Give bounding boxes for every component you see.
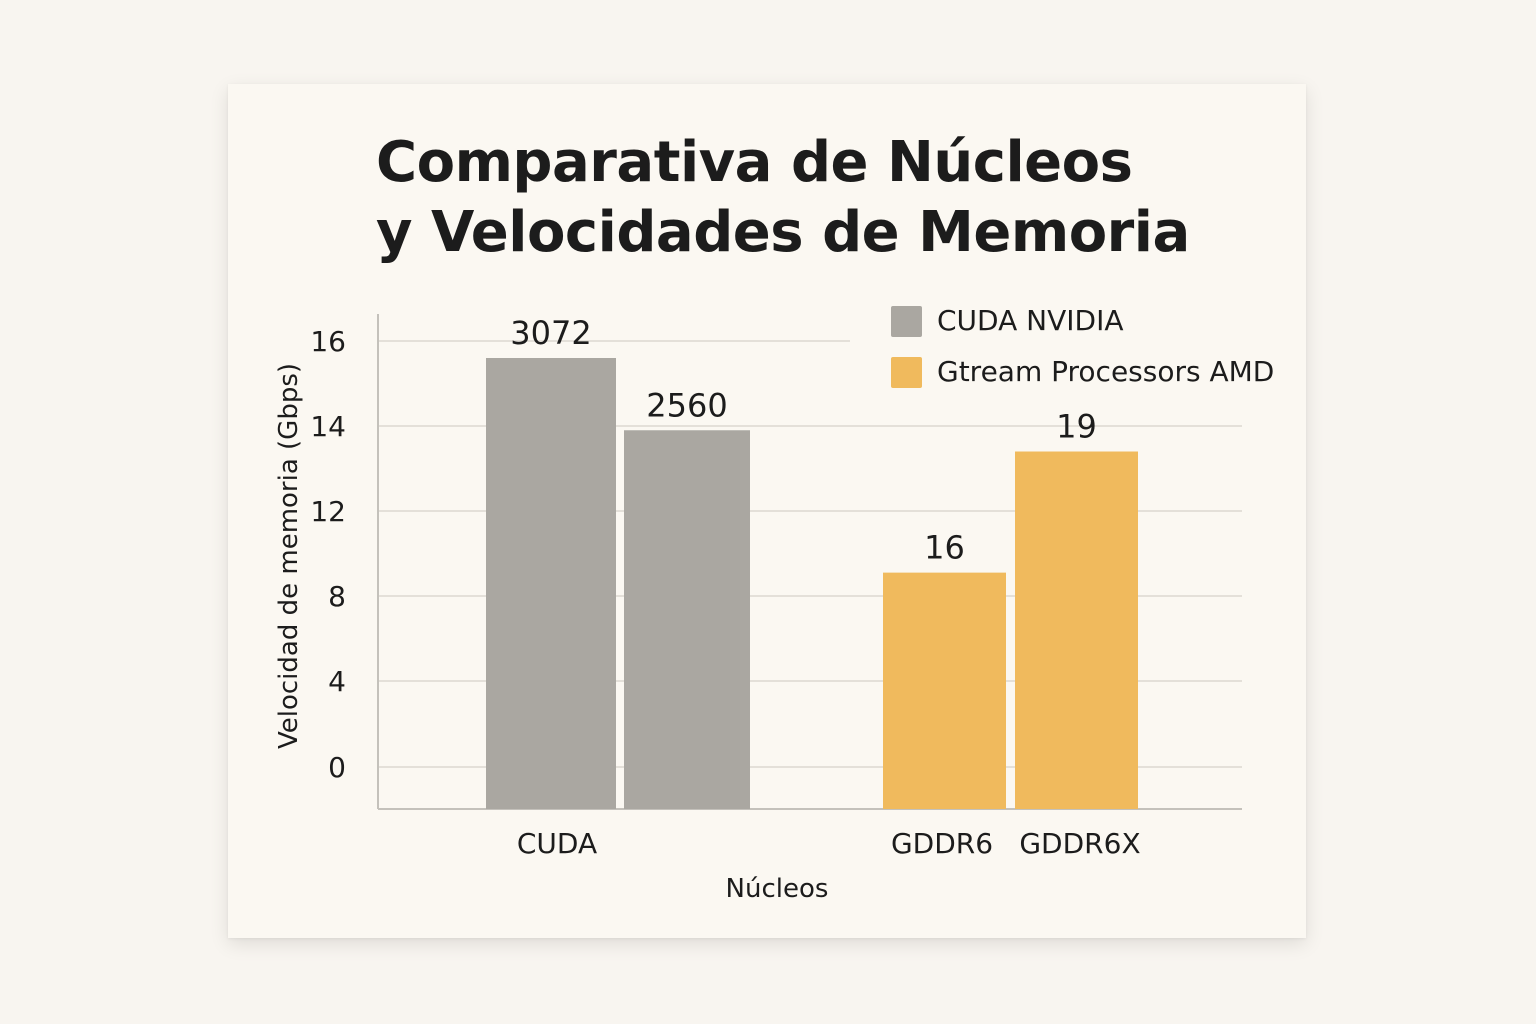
y-tick-label: 4 bbox=[328, 665, 346, 698]
category-label-gddr6x: GDDR6X bbox=[1019, 827, 1140, 860]
chart-title-line-1: Comparativa de Núcleos bbox=[376, 130, 1133, 195]
chart-card: Comparativa de Núcleos y Velocidades de … bbox=[228, 84, 1306, 938]
y-tick-label: 8 bbox=[328, 580, 346, 613]
legend-label-nvidia: CUDA NVIDIA bbox=[937, 304, 1124, 337]
data-labels: 3072 2560 16 19 bbox=[510, 314, 1097, 567]
category-label-cuda: CUDA bbox=[517, 827, 597, 860]
y-tick-label: 0 bbox=[328, 751, 346, 784]
bar-chart: 0 4 8 12 14 16 3072 2560 16 19 CUDA GDDR6 GDDR6X N… bbox=[274, 314, 1242, 904]
chart-title-line-2: y Velocidades de Memoria bbox=[376, 200, 1190, 265]
legend-swatch-amd bbox=[891, 357, 922, 388]
x-axis-title: Núcleos bbox=[726, 874, 829, 904]
data-label-2: 2560 bbox=[646, 386, 727, 424]
data-label-4: 19 bbox=[1056, 408, 1097, 446]
bar-1 bbox=[486, 358, 616, 809]
y-tick-labels: 0 4 8 12 14 16 bbox=[310, 325, 346, 784]
y-tick-label: 14 bbox=[310, 410, 346, 443]
y-tick-label: 16 bbox=[310, 325, 346, 358]
data-label-1: 3072 bbox=[510, 314, 591, 352]
chart-title: Comparativa de Núcleos y Velocidades de … bbox=[376, 128, 1190, 268]
legend-label-amd: Gtream Processors AMD bbox=[937, 355, 1275, 388]
category-label-gddr6: GDDR6 bbox=[891, 827, 993, 860]
bars bbox=[486, 358, 1138, 809]
data-label-3: 16 bbox=[924, 529, 965, 567]
y-tick-label: 12 bbox=[310, 495, 346, 528]
bar-3 bbox=[883, 572, 1006, 809]
legend-swatch-nvidia bbox=[891, 306, 922, 337]
bar-4 bbox=[1015, 451, 1138, 809]
y-axis-title: Velocidad de memoria (Gbps) bbox=[274, 363, 304, 749]
category-labels: CUDA GDDR6 GDDR6X bbox=[517, 827, 1141, 860]
bar-2 bbox=[624, 430, 750, 809]
